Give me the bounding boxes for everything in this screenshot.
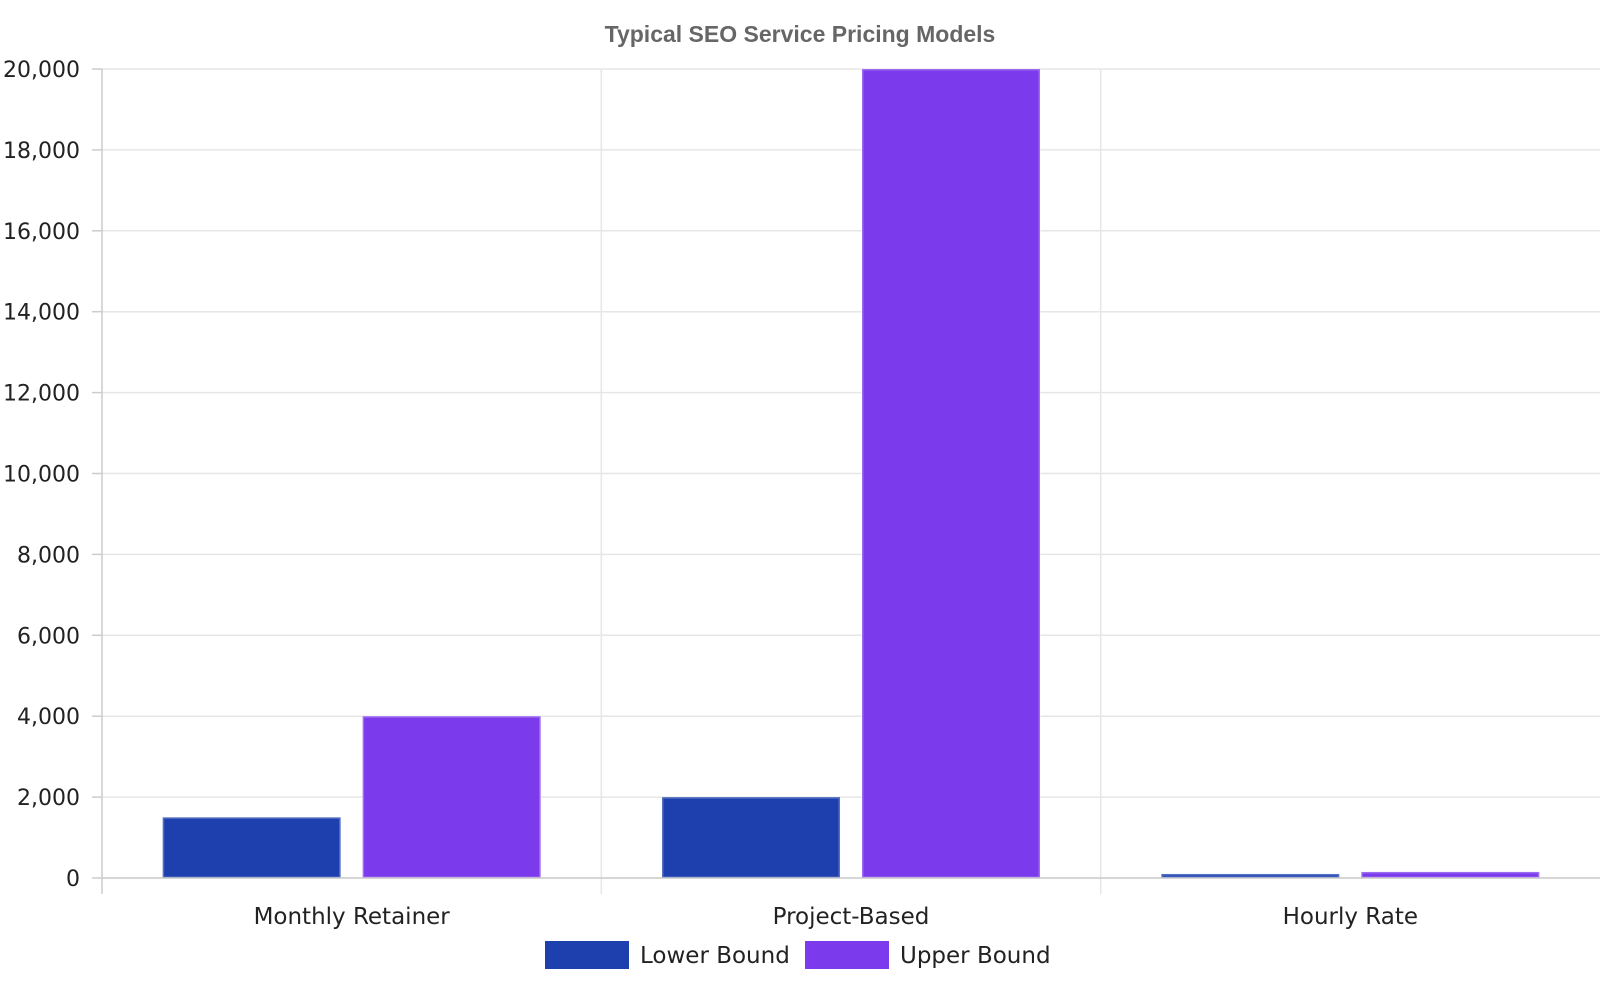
x-category-label: Monthly Retainer xyxy=(254,904,451,930)
y-tick-labels: 0 2,000 4,000 6,000 8,000 10,000 12,000 14,000 1… xyxy=(3,58,80,892)
y-tick-label: 8,000 xyxy=(17,543,80,568)
bar-upper-bound-hourly-rate[interactable] xyxy=(1359,870,1541,880)
x-category-label: Hourly Rate xyxy=(1283,904,1418,930)
bar-upper-bound-project-based[interactable] xyxy=(860,67,1042,880)
legend-label: Lower Bound xyxy=(640,943,790,969)
bar-upper-bound-monthly-retainer[interactable] xyxy=(361,714,543,880)
legend-swatch xyxy=(545,941,629,969)
y-tick-label: 20,000 xyxy=(3,58,80,83)
chart-title: Typical SEO Service Pricing Models xyxy=(605,21,996,47)
y-tick-label: 12,000 xyxy=(3,382,80,407)
y-tick-label: 0 xyxy=(66,867,80,892)
y-tick-label: 18,000 xyxy=(3,139,80,164)
y-tick-label: 10,000 xyxy=(3,463,80,488)
legend-item-lower-bound[interactable]: Lower Bound xyxy=(545,941,790,969)
bar-lower-bound-project-based[interactable] xyxy=(660,795,842,880)
legend: Lower Bound Upper Bound xyxy=(545,941,1051,969)
legend-swatch xyxy=(805,941,889,969)
x-category-labels: Monthly Retainer Project-Based Hourly Rate xyxy=(254,904,1418,930)
axes xyxy=(92,68,1600,894)
bar-lower-bound-monthly-retainer[interactable] xyxy=(161,815,343,880)
x-category-label: Project-Based xyxy=(773,904,930,930)
y-tick-label: 4,000 xyxy=(17,705,80,730)
legend-item-upper-bound[interactable]: Upper Bound xyxy=(805,941,1051,969)
bars xyxy=(161,67,1541,880)
legend-label: Upper Bound xyxy=(900,943,1051,969)
y-tick-label: 14,000 xyxy=(3,301,80,326)
grid-lines xyxy=(102,68,1600,894)
y-tick-label: 2,000 xyxy=(17,786,80,811)
y-tick-label: 6,000 xyxy=(17,624,80,649)
y-tick-label: 16,000 xyxy=(3,220,80,245)
